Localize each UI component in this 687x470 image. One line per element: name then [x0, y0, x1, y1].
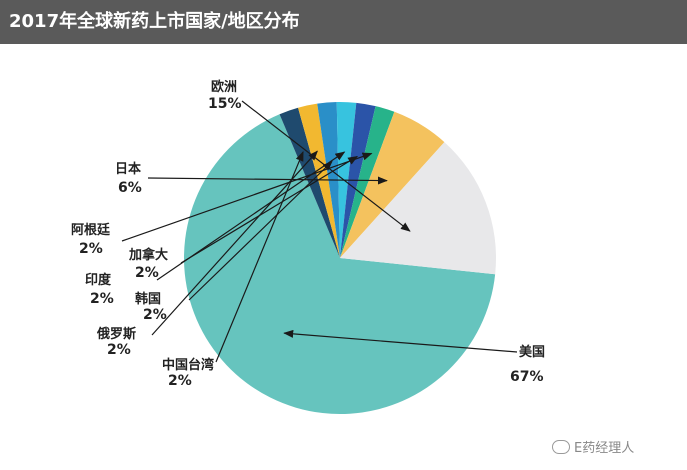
pie-slice-6 — [340, 106, 395, 259]
slice-label-2: 俄罗斯 — [96, 326, 136, 342]
slice-label-4: 印度 — [85, 272, 112, 288]
watermark: E药经理人 — [552, 437, 634, 456]
pie-slice-8 — [340, 142, 497, 275]
chart-title: 2017年全球新药上市国家/地区分布 — [9, 11, 300, 32]
slice-percent-2: 2% — [107, 342, 131, 358]
pie-slice-7 — [340, 111, 445, 258]
pie-slice-2 — [298, 103, 340, 258]
leader-arrow-8 — [241, 100, 411, 232]
title-bar: 2017年全球新药上市国家/地区分布 — [0, 0, 687, 44]
leader-arrow-0 — [283, 329, 518, 353]
leader-arrow-5 — [180, 155, 359, 264]
slice-percent-7: 6% — [118, 180, 142, 196]
slice-label-3: 韩国 — [135, 291, 161, 307]
slice-label-5: 加拿大 — [128, 247, 168, 263]
slice-percent-1: 2% — [168, 373, 192, 389]
slice-percent-6: 2% — [79, 241, 103, 257]
leader-arrow-1 — [215, 151, 304, 363]
slice-percent-5: 2% — [135, 265, 159, 281]
slice-label-0: 美国 — [519, 344, 545, 360]
leader-arrow-6 — [121, 152, 373, 242]
pie-slice-0 — [184, 114, 496, 414]
slice-percent-3: 2% — [143, 307, 167, 323]
slice-percent-4: 2% — [90, 291, 114, 307]
slice-label-7: 日本 — [115, 161, 141, 177]
watermark-text: E药经理人 — [574, 441, 635, 456]
slice-label-1: 中国台湾 — [162, 357, 214, 373]
slice-label-8: 欧洲 — [211, 79, 237, 95]
slice-percent-8: 15% — [208, 96, 242, 112]
wechat-icon — [552, 440, 570, 454]
slice-label-6: 阿根廷 — [71, 222, 111, 238]
leader-arrow-7 — [147, 176, 388, 185]
leader-arrow-3 — [188, 160, 333, 301]
slice-percent-0: 67% — [510, 369, 544, 385]
